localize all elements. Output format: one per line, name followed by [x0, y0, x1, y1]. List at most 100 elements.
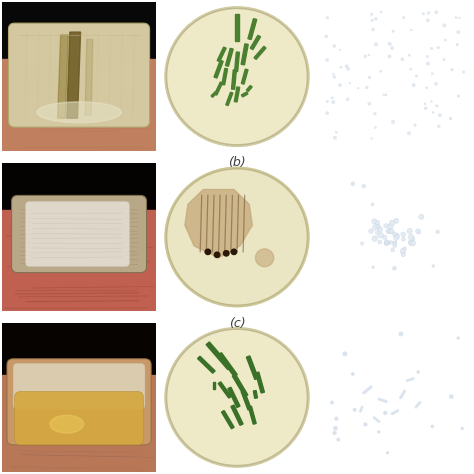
Point	[382, 91, 390, 99]
Circle shape	[255, 249, 274, 267]
Point	[360, 182, 368, 190]
Circle shape	[165, 328, 309, 467]
Point	[405, 129, 413, 137]
Point	[372, 15, 380, 23]
Point	[335, 436, 342, 443]
Point	[408, 26, 415, 34]
Point	[409, 239, 417, 247]
Bar	[250, 35, 261, 50]
Point	[383, 239, 391, 246]
Polygon shape	[2, 59, 156, 151]
Point	[332, 128, 340, 136]
Point	[415, 229, 423, 237]
Point	[387, 228, 394, 235]
Point	[324, 98, 331, 105]
Point	[413, 72, 420, 80]
Bar	[373, 417, 380, 423]
Point	[400, 231, 407, 238]
Bar	[221, 410, 234, 429]
Point	[397, 330, 405, 338]
Point	[351, 406, 358, 414]
Point	[400, 235, 407, 243]
Circle shape	[214, 252, 220, 257]
Point	[374, 219, 382, 227]
Bar	[391, 410, 399, 415]
Point	[399, 55, 406, 63]
Point	[429, 109, 437, 116]
Point	[376, 238, 383, 246]
FancyBboxPatch shape	[7, 359, 151, 445]
Point	[387, 222, 394, 230]
Point	[386, 53, 393, 60]
Point	[428, 45, 436, 52]
Point	[343, 63, 350, 70]
Bar	[228, 387, 240, 408]
Point	[337, 64, 345, 71]
Circle shape	[205, 249, 210, 255]
Polygon shape	[185, 190, 252, 258]
Bar	[248, 406, 256, 424]
Point	[377, 231, 384, 239]
Bar	[206, 342, 231, 370]
Bar	[246, 356, 258, 380]
Point	[362, 420, 369, 428]
Point	[455, 334, 462, 342]
Point	[434, 44, 442, 51]
Bar	[232, 374, 248, 397]
Point	[425, 9, 432, 17]
Point	[331, 429, 338, 437]
Point	[362, 53, 369, 60]
Bar	[211, 91, 217, 97]
Polygon shape	[2, 163, 156, 219]
Circle shape	[165, 7, 309, 146]
Point	[367, 228, 375, 235]
Polygon shape	[2, 210, 156, 311]
Point	[428, 98, 435, 105]
Point	[374, 223, 382, 230]
FancyBboxPatch shape	[26, 201, 130, 267]
Bar	[241, 92, 248, 97]
Point	[406, 228, 413, 235]
FancyBboxPatch shape	[13, 363, 145, 409]
Point	[424, 53, 431, 60]
Bar	[218, 382, 231, 398]
Point	[400, 251, 407, 258]
Point	[374, 229, 381, 237]
Point	[414, 228, 422, 235]
Point	[436, 111, 444, 119]
Point	[382, 409, 389, 417]
Bar	[248, 18, 257, 39]
Point	[411, 121, 419, 129]
Point	[410, 82, 418, 89]
Point	[328, 94, 336, 102]
Point	[458, 425, 466, 432]
Point	[393, 232, 401, 239]
Point	[391, 239, 399, 247]
Point	[337, 81, 344, 89]
Point	[349, 370, 356, 378]
Point	[456, 14, 463, 22]
Point	[407, 65, 414, 73]
Point	[369, 201, 376, 208]
Point	[401, 245, 409, 252]
Point	[388, 227, 395, 235]
Point	[368, 17, 376, 24]
Point	[392, 234, 400, 241]
Bar	[415, 401, 421, 408]
Polygon shape	[2, 323, 156, 383]
Point	[372, 223, 379, 231]
Point	[329, 70, 337, 78]
Bar	[198, 356, 215, 373]
Point	[355, 84, 362, 92]
Bar	[213, 382, 215, 389]
Bar	[400, 390, 406, 399]
Text: (c): (c)	[228, 317, 246, 330]
Bar	[246, 85, 252, 91]
Point	[375, 428, 383, 436]
Point	[387, 238, 395, 246]
Point	[428, 423, 436, 430]
Bar	[254, 46, 266, 59]
Point	[330, 42, 338, 50]
Point	[455, 28, 462, 36]
Polygon shape	[2, 375, 156, 472]
